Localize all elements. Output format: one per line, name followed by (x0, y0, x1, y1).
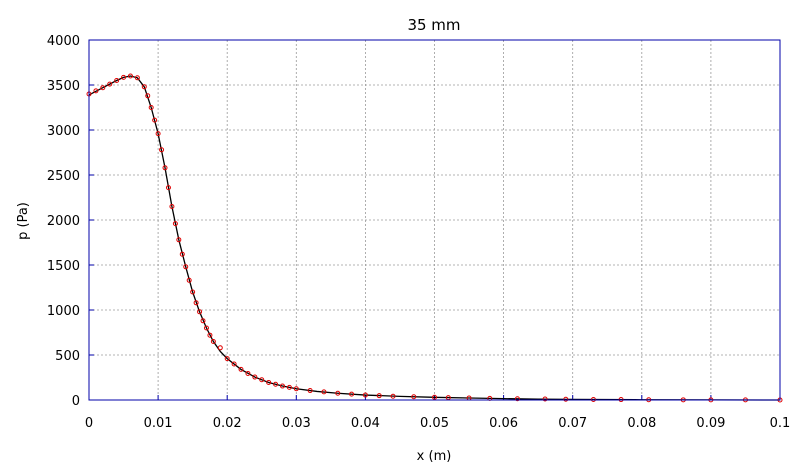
grid (89, 40, 780, 400)
data-point (203, 325, 209, 331)
data-point (376, 393, 382, 399)
y-tick-label: 500 (55, 349, 80, 364)
data-point (514, 396, 520, 402)
data-point (134, 75, 140, 81)
data-point (273, 381, 279, 387)
data-point (245, 370, 251, 376)
y-tick-label: 1500 (47, 259, 80, 274)
chart-title: 35 mm (407, 16, 460, 34)
x-tick-label: 0.07 (558, 416, 587, 431)
data-point (207, 332, 213, 338)
data-point (127, 73, 133, 79)
x-axis-ticks: 0 0.01 0.02 0.03 0.04 0.05 0.06 0.07 0.08 0.09 0.1 (85, 395, 790, 431)
data-point (362, 392, 368, 398)
data-point (152, 117, 158, 123)
x-tick-label: 0.03 (282, 416, 311, 431)
data-point (190, 289, 196, 295)
data-point (259, 377, 265, 383)
data-point (542, 396, 548, 402)
data-point (186, 277, 192, 283)
data-point (238, 366, 244, 372)
data-point (169, 204, 175, 209)
x-tick-label: 0.09 (696, 416, 725, 431)
y-axis-ticks: 0 500 1000 1500 2000 2500 3000 3500 4000 (47, 34, 94, 409)
data-point (224, 356, 230, 362)
data-point (432, 394, 437, 400)
data-point (286, 384, 292, 390)
plot-series (86, 73, 783, 403)
data-point (307, 388, 313, 394)
data-point (200, 318, 206, 324)
data-point (172, 221, 178, 227)
data-point (100, 85, 106, 91)
y-tick-label: 3500 (47, 79, 80, 94)
data-point (411, 394, 417, 400)
x-tick-label: 0.05 (420, 416, 449, 431)
x-tick-label: 0.08 (627, 416, 656, 431)
data-point (121, 74, 127, 80)
data-point (183, 264, 189, 270)
data-point (279, 383, 285, 389)
x-tick-label: 0.04 (351, 416, 380, 431)
data-point (563, 396, 569, 402)
data-point (155, 131, 161, 137)
data-point (165, 185, 171, 191)
data-point (114, 78, 120, 83)
data-point (252, 374, 258, 380)
x-tick-label: 0.1 (770, 416, 791, 431)
data-point (390, 393, 396, 399)
data-point (293, 386, 299, 392)
data-point (321, 389, 327, 395)
data-point (148, 105, 154, 110)
y-tick-label: 3000 (47, 124, 80, 139)
x-tick-label: 0.01 (144, 416, 173, 431)
x-tick-label: 0.06 (489, 416, 518, 431)
y-tick-label: 0 (72, 394, 80, 409)
data-point (266, 379, 272, 385)
data-point (197, 309, 203, 315)
x-tick-label: 0 (85, 416, 93, 431)
x-axis-title: x (m) (417, 449, 452, 464)
data-point (210, 339, 216, 344)
data-point (107, 81, 113, 87)
data-point (145, 93, 151, 99)
data-point (93, 88, 99, 94)
data-point (193, 300, 199, 306)
y-tick-label: 2500 (47, 169, 80, 184)
data-point (162, 165, 168, 171)
y-tick-label: 1000 (47, 304, 80, 319)
data-point (176, 237, 182, 243)
plot-frame (88, 39, 781, 401)
data-point (349, 391, 355, 397)
data-point (590, 396, 596, 402)
data-point (335, 390, 341, 396)
data-point (141, 84, 147, 90)
data-point (159, 147, 165, 153)
y-tick-label: 2000 (47, 214, 80, 229)
data-point (231, 361, 237, 367)
y-axis-title: p (Pa) (16, 202, 31, 240)
y-tick-label: 4000 (47, 34, 80, 49)
data-point (179, 251, 185, 257)
x-tick-label: 0.02 (213, 416, 242, 431)
data-point (217, 345, 223, 351)
